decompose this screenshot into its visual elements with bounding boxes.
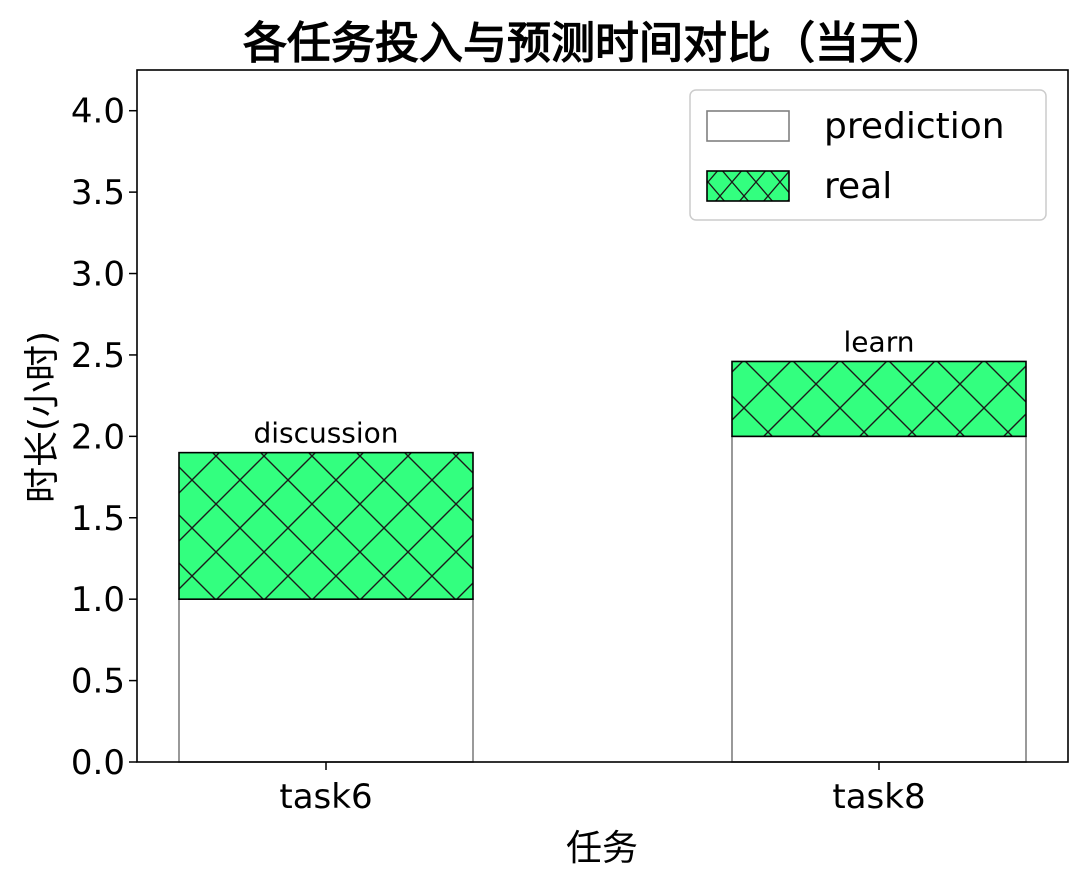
y-tick-label: 1.5: [71, 499, 125, 539]
y-tick-label: 2.5: [71, 336, 125, 376]
chart-title: 各任务投入与预测时间对比（当天）: [243, 18, 947, 69]
legend-label-real: real: [824, 166, 892, 207]
bar-prediction-task6: [178, 598, 474, 763]
bar-label-task6: discussion: [253, 417, 398, 450]
bar-label-task8: learn: [844, 325, 915, 358]
y-tick-label: 3.5: [71, 173, 125, 213]
legend-swatch-prediction: [706, 110, 790, 142]
x-axis-label: 任务: [566, 828, 638, 869]
y-tick-label: 0.0: [71, 743, 125, 783]
legend-label-prediction: prediction: [824, 106, 1005, 147]
bar-real-task8: [731, 360, 1027, 438]
legend-swatch-real: [706, 170, 790, 202]
x-tick-label-task8: task8: [832, 777, 925, 817]
legend: prediction real: [689, 89, 1047, 221]
bar-real-task6: [178, 451, 474, 600]
y-tick-label: 1.0: [71, 580, 125, 620]
bar-prediction-task8: [731, 435, 1027, 763]
y-tick-label: 2.0: [71, 417, 125, 457]
plot-area: discussion task6 learn task8 0.0 0.5 1.0 1.5 2.0…: [71, 69, 1069, 817]
x-tick-label-task6: task6: [279, 777, 372, 817]
y-tick-label: 3.0: [71, 255, 125, 295]
plot-frame: [136, 69, 1069, 763]
y-tick-label: 4.0: [71, 92, 125, 132]
y-axis-label: 时长(小时): [22, 331, 63, 503]
y-tick-label: 0.5: [71, 662, 125, 702]
